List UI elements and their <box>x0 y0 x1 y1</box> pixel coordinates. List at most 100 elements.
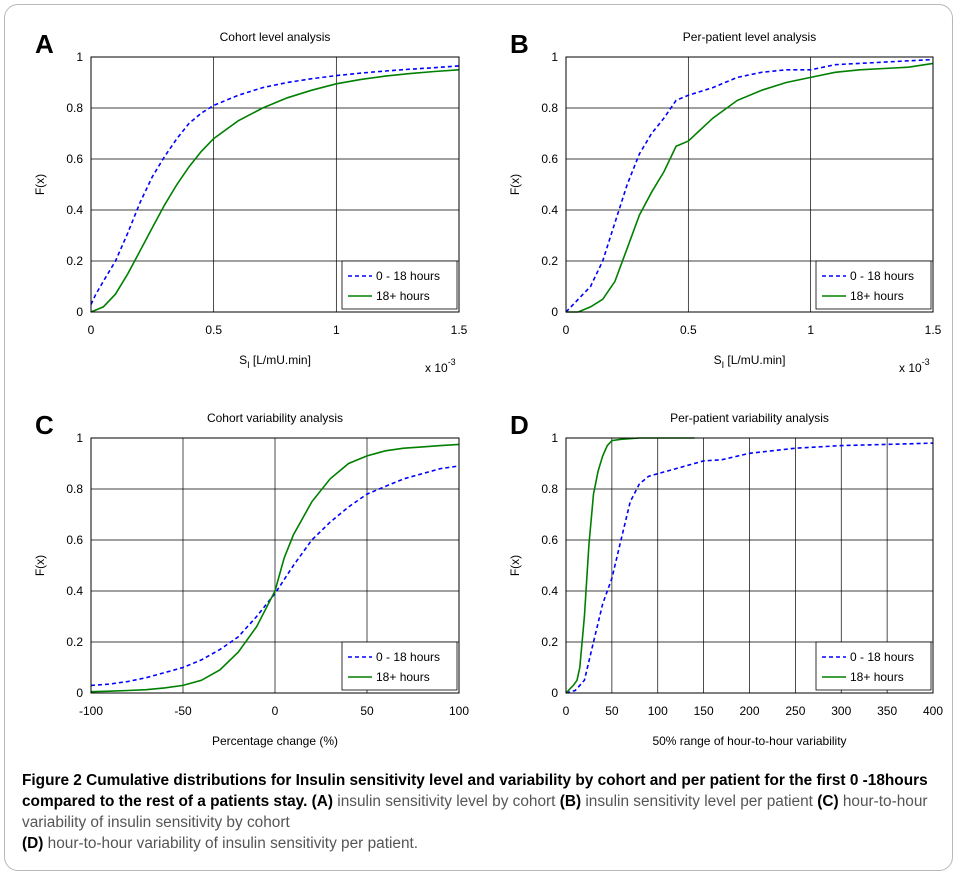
legend-label: 18+ hours <box>376 289 430 303</box>
caption-text-d: hour-to-hour variability of insulin sens… <box>43 835 419 852</box>
axes-frame <box>565 437 934 694</box>
y-tick-label: 0.2 <box>541 254 558 268</box>
legend-label: 18+ hours <box>850 670 904 684</box>
series-line-late <box>566 62 934 313</box>
y-tick-label: 0.6 <box>541 533 558 547</box>
y-tick-label: 0.4 <box>66 584 83 598</box>
figure-caption: Figure 2 Cumulative distributions for In… <box>22 770 937 854</box>
legend-label: 0 - 18 hours <box>850 650 914 664</box>
legend-box <box>815 641 932 691</box>
y-tick-label: 0.4 <box>541 584 558 598</box>
x-axis-label: SI [L/mU.min] <box>714 353 786 370</box>
y-tick-label: 0 <box>551 305 558 319</box>
y-tick-label: 0 <box>76 686 83 700</box>
axes-frame <box>90 437 460 694</box>
y-tick-label: 0.2 <box>66 254 83 268</box>
x-tick-label: 0 <box>272 704 279 718</box>
x-tick-label: 250 <box>785 704 805 718</box>
y-axis-label: F(x) <box>33 174 47 195</box>
y-tick-label: 0.8 <box>541 101 558 115</box>
axes-frame <box>565 56 934 313</box>
caption-text-b: insulin sensitivity level per patient <box>581 793 818 810</box>
y-tick-label: 1 <box>551 431 558 445</box>
x-tick-label: 0.5 <box>680 323 697 337</box>
y-tick-label: 0.4 <box>541 203 558 217</box>
y-axis-label: F(x) <box>508 174 522 195</box>
y-tick-label: 1 <box>551 50 558 64</box>
chart-title: Cohort level analysis <box>220 30 331 44</box>
x-axis-multiplier: x 10-3 <box>425 357 456 375</box>
x-tick-label: 0 <box>563 323 570 337</box>
y-tick-label: 0 <box>551 686 558 700</box>
y-tick-label: 0.6 <box>66 533 83 547</box>
y-tick-label: 0.6 <box>66 152 83 166</box>
y-tick-label: 0.2 <box>541 635 558 649</box>
x-tick-label: 1.5 <box>925 323 942 337</box>
x-tick-label: 1.5 <box>451 323 468 337</box>
x-tick-label: 150 <box>694 704 714 718</box>
x-tick-label: 100 <box>449 704 469 718</box>
panel-label: B <box>510 29 529 59</box>
y-tick-label: 0.8 <box>541 482 558 496</box>
panel-b <box>565 56 934 313</box>
panel-label: C <box>35 410 54 440</box>
x-tick-label: 0 <box>88 323 95 337</box>
x-tick-label: -50 <box>174 704 192 718</box>
chart-title: Per-patient level analysis <box>683 30 816 44</box>
series-line-late <box>90 443 460 693</box>
x-axis-multiplier: x 10-3 <box>899 357 930 375</box>
caption-text-c: hour-to-hour variability of insulin sens… <box>22 793 928 831</box>
legend-label: 0 - 18 hours <box>850 269 914 283</box>
legend-label: 0 - 18 hours <box>376 650 440 664</box>
panel-d <box>565 437 934 694</box>
chart-title: Per-patient variability analysis <box>670 411 829 425</box>
x-tick-label: 1 <box>807 323 814 337</box>
x-tick-label: 0 <box>563 704 570 718</box>
legend-box <box>341 641 458 691</box>
axes-frame <box>90 56 460 313</box>
panel-a <box>90 56 460 313</box>
caption-ref-a: (A) <box>311 793 334 810</box>
x-axis-label: Percentage change (%) <box>212 734 338 748</box>
series-line-early <box>90 65 460 305</box>
y-tick-label: 0.6 <box>541 152 558 166</box>
x-axis-label: SI [L/mU.min] <box>239 353 311 370</box>
figure-charts: 0 0.5 1 1.5 0 0.2 0.4 0.6 0.8 1 Cohort level analy… <box>33 29 943 748</box>
y-tick-label: 0.4 <box>66 203 83 217</box>
panel-label: A <box>35 29 54 59</box>
x-tick-label: 200 <box>739 704 759 718</box>
chart-title: Cohort variability analysis <box>207 411 343 425</box>
x-tick-label: -100 <box>79 704 103 718</box>
x-tick-label: 350 <box>877 704 897 718</box>
x-tick-label: 400 <box>923 704 943 718</box>
y-tick-label: 0.8 <box>66 482 83 496</box>
series-line-early <box>565 58 934 313</box>
x-tick-label: 0.5 <box>205 323 222 337</box>
x-tick-label: 1 <box>333 323 340 337</box>
caption-ref-d: (D) <box>22 835 44 852</box>
legend-box <box>341 260 458 310</box>
figure-frame <box>4 4 953 871</box>
panel-c <box>90 437 460 694</box>
caption-text-a: insulin sensitivity level by cohort <box>333 793 560 810</box>
x-tick-label: 50 <box>605 704 619 718</box>
y-tick-label: 1 <box>76 431 83 445</box>
y-axis-label: F(x) <box>33 555 47 576</box>
y-axis-label: F(x) <box>508 555 522 576</box>
series-line-late <box>90 69 460 313</box>
y-tick-label: 0 <box>76 305 83 319</box>
y-tick-label: 0.2 <box>66 635 83 649</box>
caption-ref-b: (B) <box>559 793 582 810</box>
panel-label: D <box>510 410 529 440</box>
x-tick-label: 50 <box>360 704 374 718</box>
legend-label: 18+ hours <box>376 670 430 684</box>
legend-label: 0 - 18 hours <box>376 269 440 283</box>
x-tick-label: 100 <box>648 704 668 718</box>
legend-label: 18+ hours <box>850 289 904 303</box>
caption-ref-c: (C) <box>817 793 839 810</box>
series-line-early <box>565 442 934 694</box>
legend-box <box>815 260 932 310</box>
y-tick-label: 0.8 <box>66 101 83 115</box>
caption-title: Figure 2 Cumulative distributions for In… <box>22 772 928 810</box>
x-tick-label: 300 <box>831 704 851 718</box>
